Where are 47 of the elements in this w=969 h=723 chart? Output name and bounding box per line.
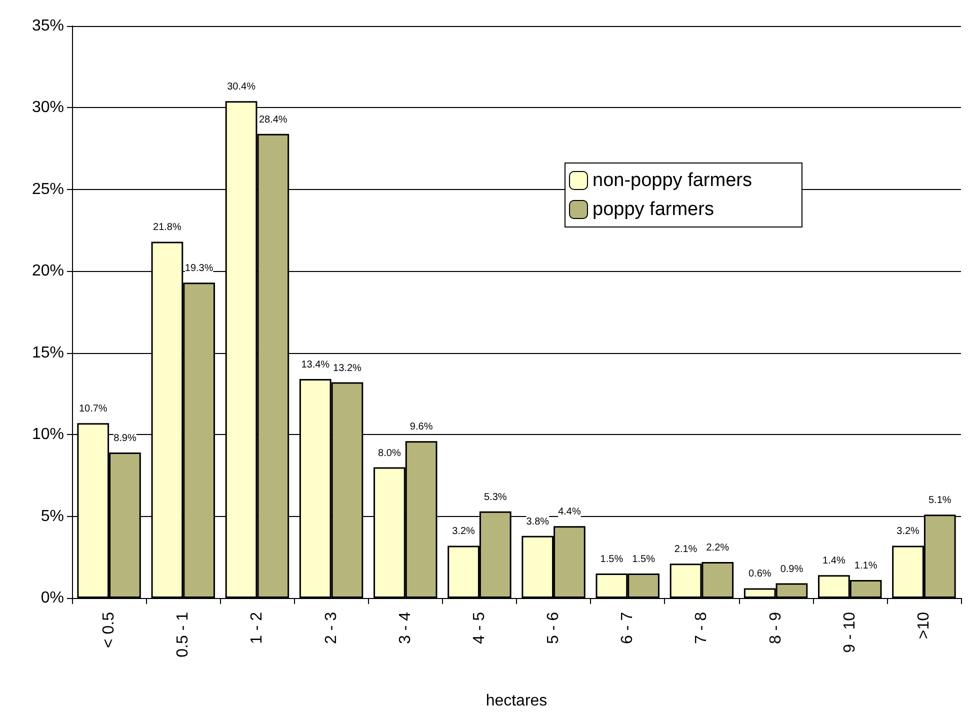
- y-tick-label: 0%: [40, 590, 64, 606]
- y-tick-label: 20%: [32, 262, 64, 280]
- data-label: 2.1%: [674, 544, 698, 556]
- data-label: 1.5%: [600, 554, 624, 565]
- x-tick-label: 7 - 8: [693, 612, 710, 644]
- x-tick-label: 8 - 9: [767, 612, 784, 644]
- y-tick-label: 5%: [40, 508, 64, 525]
- y-tick-label: 35%: [32, 18, 64, 34]
- x-tick-label: >10: [915, 612, 932, 640]
- y-tick-label: 10%: [32, 426, 64, 444]
- x-tick-label: 9 - 10: [841, 612, 858, 653]
- y-tick-label: 30%: [32, 99, 64, 116]
- data-label: 0.6%: [748, 568, 772, 580]
- x-tick-label: 2 - 3: [322, 612, 340, 644]
- data-label: 19.3%: [184, 263, 214, 274]
- x-tick-label: 6 - 7: [619, 612, 636, 644]
- data-label: 0.9%: [780, 564, 804, 575]
- data-label: 30.4%: [227, 82, 256, 93]
- x-tick-label: 5 - 6: [545, 612, 562, 644]
- data-label: 13.4%: [301, 360, 330, 371]
- data-label: 3.2%: [896, 526, 920, 538]
- legend-label: poppy farmers: [592, 199, 714, 220]
- data-label: 8.9%: [114, 433, 136, 444]
- data-label: 21.8%: [153, 222, 182, 234]
- data-label: 28.4%: [258, 114, 288, 126]
- data-label: 13.2%: [333, 362, 362, 374]
- data-label: 1.5%: [632, 554, 656, 565]
- data-label: 1.1%: [854, 560, 878, 572]
- data-label: 4.4%: [558, 506, 581, 518]
- data-label: 1.4%: [822, 556, 846, 567]
- x-tick-label: 4 - 5: [470, 612, 488, 644]
- x-tick-label: 0.5 - 1: [174, 612, 192, 658]
- data-label: 5.1%: [928, 495, 952, 506]
- data-label: 10.7%: [78, 404, 108, 415]
- y-tick-label: 25%: [32, 180, 64, 198]
- x-tick-label: 3 - 4: [396, 612, 414, 644]
- x-tick-label: < 0.5: [100, 612, 118, 648]
- data-label: 3.2%: [452, 526, 476, 538]
- x-tick-label: 1 - 2: [248, 612, 266, 644]
- legend-label: non-poppy farmers: [592, 170, 752, 191]
- data-label: 9.6%: [410, 422, 433, 433]
- y-tick-label: 15%: [32, 344, 64, 362]
- data-label: 5.3%: [484, 492, 507, 503]
- x-axis-title: hectares: [486, 692, 548, 710]
- data-label: 2.2%: [706, 542, 730, 554]
- data-label: 3.8%: [526, 516, 550, 528]
- data-label: 8.0%: [378, 448, 401, 459]
